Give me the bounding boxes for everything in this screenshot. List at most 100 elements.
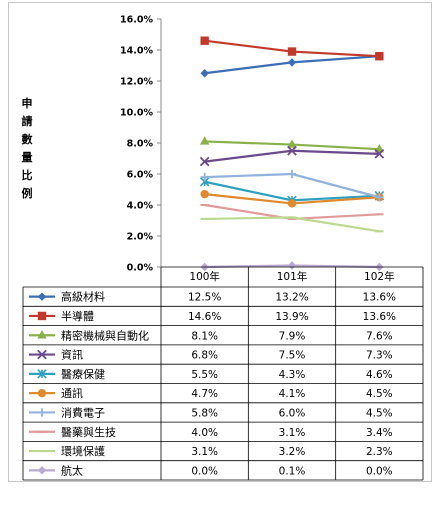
data-label: 7.5%: [279, 350, 306, 362]
legend-marker: [37, 292, 47, 301]
series-name: 醫療保健: [61, 367, 105, 381]
table-row: 資訊 6.8% 7.5% 7.3%: [29, 348, 393, 362]
table-row: 環境保護 3.1% 3.2% 2.3%: [29, 444, 393, 458]
data-point: [199, 136, 210, 145]
data-point: [374, 149, 385, 159]
legend-marker: [37, 311, 47, 321]
data-label: 7.6%: [366, 330, 393, 342]
data-label: 4.1%: [279, 388, 306, 400]
category-label: 100年: [189, 270, 220, 283]
data-point: [199, 156, 210, 167]
data-label: 7.3%: [366, 350, 393, 362]
series-lines: [199, 36, 385, 272]
data-label: 6.0%: [279, 407, 306, 419]
data-label: 0.1%: [279, 465, 306, 477]
data-label: 4.0%: [191, 427, 218, 439]
series-3: [199, 145, 385, 167]
y-tick-label: 8.0%: [127, 139, 154, 150]
data-label: 6.8%: [191, 350, 218, 362]
table-row: 航太 0.0% 0.1% 0.0%: [29, 463, 393, 477]
legend-marker: [37, 388, 47, 398]
data-point: [200, 172, 209, 182]
data-point: [200, 189, 209, 199]
legend-marker: [37, 349, 47, 360]
series-name: 資訊: [61, 348, 83, 362]
data-label: 13.6%: [363, 292, 396, 304]
data-point: [375, 193, 384, 202]
y-tick-label: 6.0%: [127, 170, 154, 181]
legend-marker: [37, 408, 47, 417]
data-label: 3.1%: [191, 446, 218, 458]
series-name: 高級材料: [61, 290, 105, 304]
table-row: 醫藥與生技 4.0% 3.1% 3.4%: [29, 425, 393, 439]
series-name: 半導體: [61, 309, 94, 323]
series-name: 醫藥與生技: [61, 425, 116, 439]
data-label: 5.5%: [191, 369, 218, 381]
data-label: 13.6%: [363, 311, 396, 323]
y-tick-label: 10.0%: [120, 108, 153, 119]
y-axis-label-char: 量: [22, 151, 33, 164]
data-label: 7.9%: [279, 330, 306, 342]
series-8: [200, 216, 384, 233]
data-point: [287, 139, 297, 148]
series-name: 精密機械與自動化: [61, 328, 149, 342]
category-label: 101年: [277, 270, 308, 283]
table-row: 精密機械與自動化 8.1% 7.9% 7.6%: [29, 328, 393, 342]
y-tick-label: 0.0%: [127, 263, 154, 274]
series-6: [200, 169, 384, 202]
legend-marker: [37, 466, 47, 475]
y-tick-label: 16.0%: [120, 15, 153, 26]
series-line: [204, 149, 380, 163]
series-name: 航太: [61, 463, 83, 477]
data-label: 0.0%: [191, 465, 218, 477]
line-chart: 0.0% 2.0% 4.0% 6.0% 8.0% 10.0% 12.0% 14.0% 16.0%…: [22, 15, 424, 481]
y-axis-label-char: 請: [22, 114, 33, 128]
table-row: 半導體 14.6% 13.9% 13.6%: [29, 309, 396, 323]
series-name: 消費電子: [61, 405, 105, 419]
data-point: [287, 199, 297, 208]
data-label: 4.6%: [366, 369, 393, 381]
data-label: 3.1%: [279, 427, 306, 439]
series-name: 環境保護: [61, 444, 105, 458]
data-point: [200, 69, 209, 78]
data-label: 14.6%: [188, 311, 221, 323]
data-label: 13.9%: [275, 311, 308, 323]
y-tick-label: 12.0%: [120, 77, 153, 88]
data-label: 3.4%: [366, 427, 393, 439]
legend-marker: [37, 369, 47, 379]
series-name: 通訊: [61, 386, 83, 400]
data-label: 8.1%: [191, 330, 218, 342]
y-axis-label-char: 例: [22, 186, 33, 200]
data-point: [287, 169, 297, 179]
data-point: [287, 145, 297, 156]
axes: [157, 18, 162, 268]
data-point: [200, 36, 209, 45]
table-row: 消費電子 5.8% 6.0% 4.5%: [29, 405, 393, 419]
data-label: 4.5%: [366, 407, 393, 419]
data-label: 4.3%: [279, 369, 306, 381]
data-point: [287, 47, 297, 56]
y-tick-label: 4.0%: [127, 201, 154, 212]
data-label: 4.7%: [191, 388, 218, 400]
y-tick-labels: 0.0% 2.0% 4.0% 6.0% 8.0% 10.0% 12.0% 14.0% 16.0%: [120, 15, 153, 274]
data-point: [287, 58, 297, 67]
y-tick-label: 2.0%: [127, 232, 154, 243]
chart-frame: 0.0% 2.0% 4.0% 6.0% 8.0% 10.0% 12.0% 14.0% 16.0%…: [8, 2, 432, 482]
data-label: 4.5%: [366, 388, 393, 400]
data-label: 5.8%: [191, 407, 218, 419]
data-label: 12.5%: [188, 292, 221, 304]
data-label: 2.3%: [366, 446, 393, 458]
data-label: 13.2%: [275, 292, 308, 304]
y-axis-label-char: 比: [22, 168, 33, 182]
y-axis-label-char: 數: [22, 132, 33, 146]
data-label: 0.0%: [366, 465, 393, 477]
category-label: 102年: [364, 270, 395, 283]
data-point: [375, 52, 384, 61]
table-row: 醫療保健 5.5% 4.3% 4.6%: [29, 367, 393, 381]
table-row: 高級材料 12.5% 13.2% 13.6%: [29, 290, 396, 304]
series-1: [200, 36, 384, 61]
series-9: [200, 261, 384, 272]
legend-marker: [37, 330, 47, 339]
